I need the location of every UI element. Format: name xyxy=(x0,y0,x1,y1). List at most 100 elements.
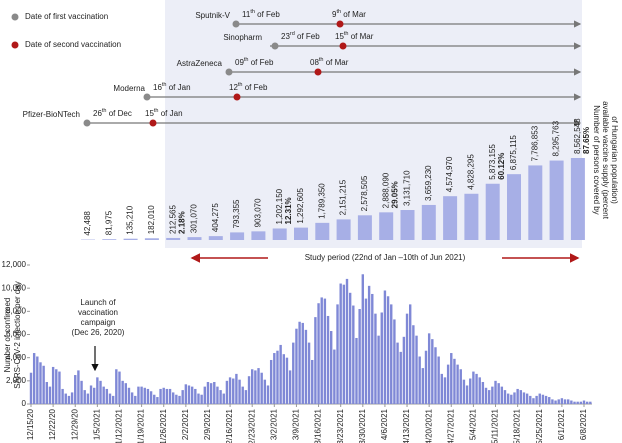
y-axis-title: Number of persons covered by xyxy=(592,105,601,214)
vaccine-name: Sputnik-V xyxy=(195,11,230,20)
case-bar xyxy=(263,379,267,404)
supply-bar xyxy=(549,160,564,240)
value-label: 903,070 xyxy=(254,198,263,227)
value-label: 2,888,090 xyxy=(381,172,390,208)
value-label: 6,875,115 xyxy=(509,135,518,171)
case-bar xyxy=(573,401,576,404)
supply-bar xyxy=(570,158,585,240)
supply-bar xyxy=(230,232,245,240)
case-bar xyxy=(162,387,165,404)
case-bar xyxy=(67,395,71,404)
percent-label: 60.12% xyxy=(497,153,506,180)
first-dose-dot xyxy=(232,20,240,28)
case-bar xyxy=(544,395,548,404)
case-bar xyxy=(396,342,399,404)
case-bar xyxy=(146,388,150,404)
x-tick-label: 1/5/2021 xyxy=(92,408,101,440)
value-label: 8,295,763 xyxy=(552,120,561,156)
case-bar xyxy=(45,381,48,404)
x-tick-label: 6/8/2021 xyxy=(579,408,588,440)
vaccine-name: Pfizer-BioNTech xyxy=(23,110,80,119)
x-tick-label: 3/16/2021 xyxy=(314,408,323,443)
value-label: 404,275 xyxy=(211,203,220,232)
case-bar xyxy=(393,319,396,404)
case-bar xyxy=(282,354,285,404)
case-bar xyxy=(247,376,251,404)
case-bar xyxy=(314,317,317,404)
case-bar xyxy=(86,393,90,404)
case-bar xyxy=(516,388,519,404)
case-bar xyxy=(364,298,368,404)
case-bar xyxy=(175,394,178,404)
case-bar xyxy=(134,395,137,404)
second-dose-dot xyxy=(339,42,347,50)
case-bar xyxy=(472,371,475,404)
value-label: 301,070 xyxy=(190,204,199,233)
case-bar xyxy=(295,328,298,404)
case-bar xyxy=(484,387,488,404)
case-bar xyxy=(551,399,554,404)
case-bar xyxy=(241,386,244,404)
x-tick-label: 1/19/2021 xyxy=(137,408,146,443)
percent-label: 29.05% xyxy=(390,181,399,208)
case-bar xyxy=(326,315,330,404)
case-bar xyxy=(292,342,295,404)
launch-annotation: vaccination xyxy=(78,308,118,317)
supply-bar xyxy=(443,196,458,240)
supply-bar xyxy=(528,165,543,240)
y-tick-label: 0 xyxy=(22,399,27,408)
case-bar xyxy=(232,378,235,404)
case-bar xyxy=(235,373,238,404)
case-bar xyxy=(557,399,560,404)
case-bar xyxy=(225,380,229,404)
case-bar xyxy=(390,304,393,404)
y-axis-title: available vaccine supply (percent xyxy=(601,101,610,220)
vaccine-name: Moderna xyxy=(113,84,145,93)
case-bar xyxy=(415,335,418,404)
case-bar xyxy=(269,359,273,404)
value-label: 3,131,710 xyxy=(403,170,412,206)
case-bar xyxy=(83,390,86,404)
study-period-label: Study period (22nd of Jan –10th of Jun 2… xyxy=(305,253,466,262)
case-bar xyxy=(279,344,282,404)
case-bar xyxy=(266,385,270,404)
case-bar xyxy=(358,309,361,404)
case-bar xyxy=(276,350,279,404)
second-dose-dot xyxy=(233,93,241,101)
study-period-bg xyxy=(268,251,502,265)
case-bar xyxy=(427,333,431,404)
value-label: 1,789,350 xyxy=(317,183,326,219)
case-bar xyxy=(538,393,541,404)
case-bar xyxy=(140,386,143,404)
case-bar xyxy=(399,351,402,404)
case-bar xyxy=(238,379,241,404)
first-dose-dot xyxy=(225,68,233,76)
case-bar xyxy=(434,347,437,404)
value-label: 2,151,215 xyxy=(339,179,348,215)
case-bar xyxy=(96,377,99,404)
timeline-date: 09th of Feb xyxy=(235,57,274,67)
case-bar xyxy=(424,350,428,404)
x-tick-label: 2/2/2021 xyxy=(181,408,190,440)
legend-label: Date of second vaccination xyxy=(25,40,121,49)
case-bar xyxy=(244,390,248,404)
case-bar xyxy=(203,386,206,404)
y-tick-label: 12,000 xyxy=(2,260,27,269)
case-bar xyxy=(130,392,134,404)
y-tick-label: 4,000 xyxy=(6,353,27,362)
case-bar xyxy=(311,359,314,404)
case-bar xyxy=(446,364,450,404)
case-bar xyxy=(585,401,589,404)
timeline-date: 11th of Feb xyxy=(242,9,280,19)
case-bar xyxy=(377,335,380,404)
case-bar xyxy=(36,356,39,404)
x-tick-label: 5/18/2021 xyxy=(513,408,522,443)
case-bar xyxy=(165,388,169,404)
case-bar xyxy=(288,370,292,404)
case-bar xyxy=(213,381,216,404)
case-bar xyxy=(273,353,276,404)
case-bar xyxy=(29,372,33,404)
supply-bar xyxy=(166,237,181,240)
case-bar xyxy=(367,285,371,404)
